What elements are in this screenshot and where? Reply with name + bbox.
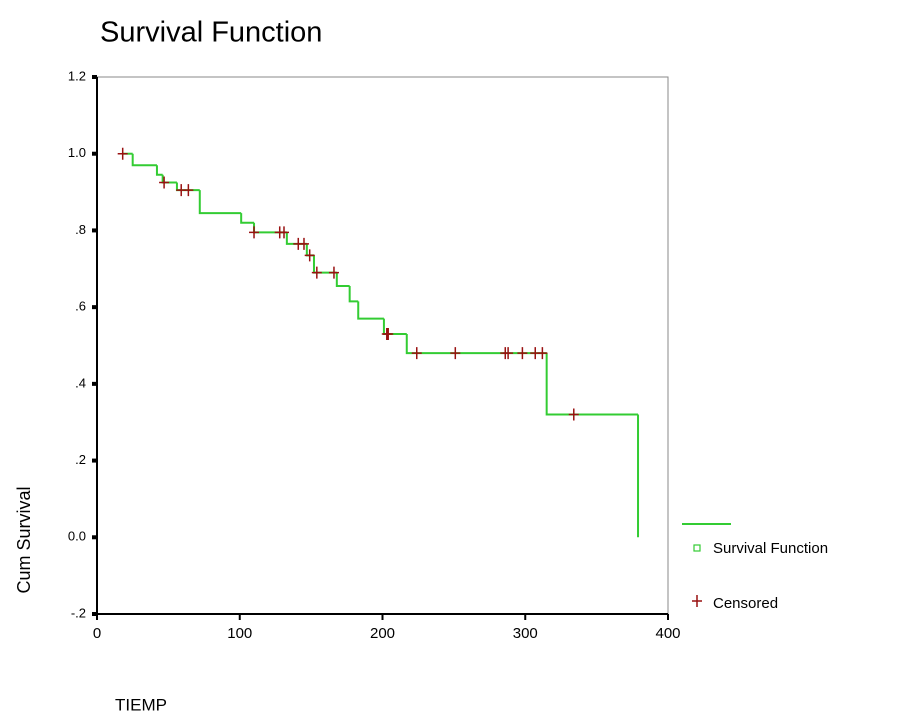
survival-step [155,165,163,176]
survival-step [198,190,242,215]
legend-label: Censored [713,595,778,612]
plot-frame [96,76,669,615]
censored-marker [117,147,128,160]
survival-step [545,353,639,416]
censored-marker [503,347,514,360]
censored-marker [183,184,194,197]
x-tick-label: 300 [513,625,538,642]
y-tick-label: .4 [75,375,86,390]
legend-swatch [692,595,702,607]
survival-step [240,213,255,224]
y-tick [92,151,97,156]
x-tick-label: 200 [370,625,395,642]
y-tick-label: .6 [75,299,86,314]
legend-swatch [693,544,701,552]
y-tick [92,305,97,310]
censored-marker [159,176,170,189]
y-tick-label: -.2 [71,605,86,620]
censored-marker [328,266,339,279]
survival-step [335,272,350,288]
censored-marker [304,249,315,262]
y-tick [92,612,97,616]
survival-step [348,286,359,303]
chart-title: Survival Function [100,17,322,49]
y-tick-label: 0.0 [68,529,86,544]
censored-marker [298,237,309,250]
censored-marker [311,266,322,279]
y-axis-label: Cum Survival [14,486,34,593]
y-tick [92,228,97,233]
survival-step [357,301,384,320]
censored-marker [249,226,260,239]
x-tick-label: 400 [655,625,680,642]
y-tick-label: .8 [75,222,86,237]
censored-marker [279,226,290,239]
survival-step [405,333,547,355]
survival-step [253,222,287,234]
censored-marker [568,408,579,421]
y-tick [92,535,97,540]
censored-marker [411,347,422,360]
censored-marker [383,327,394,340]
y-tick [92,381,97,386]
y-tick [92,458,97,463]
y-tick-label: .2 [75,452,86,467]
censored-marker [517,347,528,360]
y-tick-label: 1.2 [68,68,86,83]
censored-marker [450,347,461,360]
censored-marker [537,347,548,360]
survival-step [131,153,157,167]
legend-label: Survival Function [713,540,828,557]
x-axis-label: TIEMP [115,695,167,714]
y-tick-label: 1.0 [68,145,86,160]
x-tick-label: 0 [93,625,101,642]
y-tick [92,75,97,79]
x-tick-label: 100 [227,625,252,642]
